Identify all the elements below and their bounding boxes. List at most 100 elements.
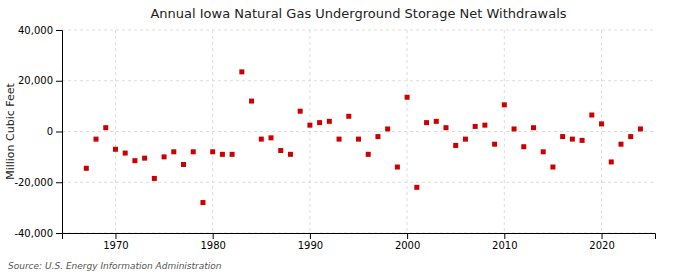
y-tick-label: 20,000: [18, 75, 53, 86]
annotation: Source: U.S. Energy Information Administ…: [8, 261, 222, 271]
point: [162, 154, 167, 159]
x-tick-label: 2020: [589, 240, 614, 251]
point: [512, 126, 517, 131]
y-tick-label: -40,000: [14, 228, 53, 239]
point: [492, 142, 497, 147]
y-axis: -40,000 -20,000 0 20,000 40,000: [14, 25, 62, 239]
point: [249, 99, 254, 104]
y-grid-line: [62, 80, 655, 81]
y-tick: 40,000: [18, 25, 62, 36]
point: [599, 121, 604, 126]
x-axis-line: [63, 234, 656, 240]
y-tick-label: -20,000: [14, 177, 53, 188]
x-tick-label: 1990: [298, 240, 323, 251]
x-axis: 1970 1980 1990 2000 2010 2020: [63, 233, 656, 251]
point: [103, 125, 108, 130]
point: [142, 156, 147, 161]
x-tick-mark: [213, 233, 214, 239]
point: [473, 124, 478, 129]
y-tick: -20,000: [14, 177, 62, 188]
point: [171, 149, 176, 154]
point: [84, 166, 89, 171]
y-tick: 20,000: [18, 75, 62, 86]
point: [453, 143, 458, 148]
x-tick: 2000: [395, 233, 420, 251]
point: [181, 162, 186, 167]
point: [638, 126, 643, 131]
y-grid-line: [62, 131, 655, 132]
point: [560, 134, 565, 139]
x-tick-label: 1970: [103, 240, 128, 251]
point: [502, 102, 507, 107]
y-tick: 0: [47, 126, 62, 137]
point: [424, 120, 429, 125]
point: [628, 134, 633, 139]
x-tick-mark: [407, 233, 408, 239]
y-tick-mark: [56, 233, 62, 234]
point: [609, 159, 614, 164]
point: [443, 125, 448, 130]
point: [385, 126, 390, 131]
point: [317, 120, 322, 125]
x-tick-label: 2000: [395, 240, 420, 251]
x-tick-label: 1980: [200, 240, 225, 251]
point: [298, 109, 303, 114]
point: [327, 119, 332, 124]
point: [269, 135, 274, 140]
point: [618, 142, 623, 147]
point: [521, 144, 526, 149]
point: [531, 125, 536, 130]
x-tick-label: 2010: [492, 240, 517, 251]
point: [337, 137, 342, 142]
y-axis-label: Million Cubic Feet: [4, 82, 17, 179]
point: [589, 113, 594, 118]
point: [405, 95, 410, 100]
point: [375, 134, 380, 139]
points: [84, 69, 643, 205]
point: [356, 137, 361, 142]
point: [395, 165, 400, 170]
chart-container: 1970 1980 1990 2000 2010 2020 -40,000 -20,000 0 2…: [0, 0, 675, 275]
point: [550, 165, 555, 170]
x-grid-line: [504, 30, 505, 233]
title: Annual Iowa Natural Gas Underground Stor…: [150, 6, 566, 21]
point: [570, 137, 575, 142]
point: [580, 138, 585, 143]
point: [259, 137, 264, 142]
point: [288, 152, 293, 157]
x-tick: 1970: [103, 233, 128, 251]
point: [123, 151, 128, 156]
point: [200, 200, 205, 205]
x-tick: 1990: [298, 233, 323, 251]
y-tick-mark: [56, 30, 62, 31]
point: [434, 119, 439, 124]
point: [482, 123, 487, 128]
x-tick-mark: [602, 233, 603, 239]
x-grid-line: [115, 30, 116, 233]
point: [307, 123, 312, 128]
x-tick: 2010: [492, 233, 517, 251]
point: [220, 152, 225, 157]
point: [113, 147, 118, 152]
y-axis-line: [56, 31, 63, 234]
y-tick-mark: [56, 132, 62, 133]
point: [239, 69, 244, 74]
point: [463, 137, 468, 142]
point: [210, 149, 215, 154]
point: [230, 152, 235, 157]
y-tick-label: 0: [47, 126, 53, 137]
y-tick-mark: [56, 182, 62, 183]
x-tick: 2020: [589, 233, 614, 251]
x-tick-mark: [310, 233, 311, 239]
grid: [62, 30, 655, 233]
point: [346, 114, 351, 119]
point: [414, 185, 419, 190]
y-tick: -40,000: [14, 228, 62, 239]
point: [132, 158, 137, 163]
x-tick: 1980: [200, 233, 225, 251]
y-tick-label: 40,000: [18, 25, 53, 36]
point: [191, 149, 196, 154]
y-grid-line: [62, 30, 655, 31]
point: [94, 137, 99, 142]
point: [366, 152, 371, 157]
